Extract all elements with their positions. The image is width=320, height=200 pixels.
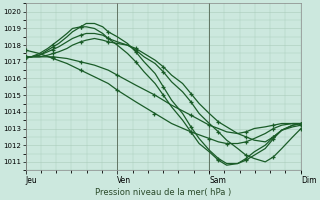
X-axis label: Pression niveau de la mer( hPa ): Pression niveau de la mer( hPa ) xyxy=(95,188,231,197)
